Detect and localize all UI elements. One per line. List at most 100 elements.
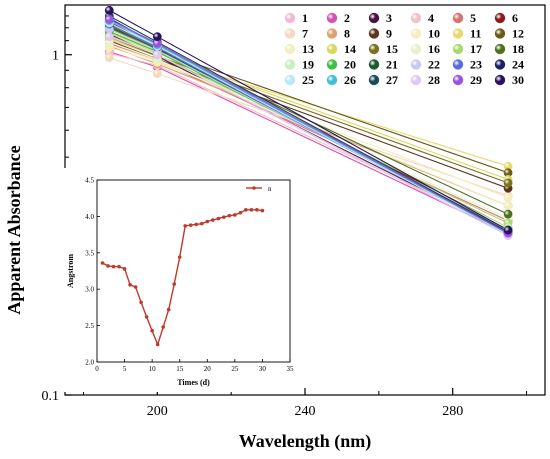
legend-marker-10 bbox=[410, 28, 422, 39]
legend-label-27: 27 bbox=[386, 73, 398, 87]
legend-label-13: 13 bbox=[302, 42, 314, 56]
inset-series-marker bbox=[188, 223, 193, 227]
legend-marker-12 bbox=[494, 28, 506, 39]
inset-series-marker bbox=[233, 213, 237, 217]
series-marker-7 bbox=[152, 69, 162, 79]
inset-series-marker bbox=[205, 219, 210, 224]
legend-marker-9 bbox=[368, 28, 380, 39]
inset-x-tick-label: 20 bbox=[204, 365, 212, 373]
inset-series-marker bbox=[106, 264, 110, 268]
legend-marker-3 bbox=[368, 12, 380, 24]
series-marker-30 bbox=[503, 225, 513, 235]
legend-label-22: 22 bbox=[428, 58, 440, 72]
inset-series-marker bbox=[144, 315, 149, 319]
legend-label-1: 1 bbox=[302, 11, 308, 25]
legend-label-11: 11 bbox=[470, 27, 481, 41]
legend-marker-24 bbox=[494, 59, 506, 70]
inset-y-tick-label: 3.0 bbox=[85, 286, 94, 294]
inset-y-tick-label: 4.0 bbox=[85, 213, 94, 221]
legend-marker-16 bbox=[410, 43, 422, 55]
inset-series-marker bbox=[139, 300, 143, 305]
legend-marker-4 bbox=[410, 12, 422, 24]
inset-frame bbox=[96, 179, 291, 363]
legend-label-24: 24 bbox=[512, 58, 524, 72]
inset-plot: 0 5 10 15 20 25 30 35 2.0 2.5 3.0 3.5 4.0 4.5 Times (d… bbox=[62, 168, 298, 392]
legend-marker-29 bbox=[452, 74, 464, 86]
legend-label-14: 14 bbox=[344, 42, 356, 56]
legend-label-19: 19 bbox=[302, 58, 314, 72]
inset-x-tick-label: 35 bbox=[287, 365, 295, 373]
inset-background bbox=[62, 168, 298, 392]
legend-marker-1 bbox=[284, 12, 296, 24]
inset-legend-label: n bbox=[268, 185, 272, 193]
inset-x-axis-title: Times (d) bbox=[177, 378, 210, 387]
inset-x-tick-label: 15 bbox=[176, 365, 184, 373]
inset-x-tick-label: 30 bbox=[259, 365, 267, 373]
inset-series-marker bbox=[100, 261, 105, 265]
legend-marker-22 bbox=[410, 59, 422, 70]
legend-label-10: 10 bbox=[428, 27, 440, 41]
inset-series-marker bbox=[222, 215, 226, 219]
inset-x-tick-label: 25 bbox=[231, 365, 239, 373]
legend-marker-14 bbox=[326, 43, 338, 55]
series-marker-7 bbox=[104, 53, 114, 63]
series-marker-29 bbox=[104, 15, 114, 24]
x-tick-label: 280 bbox=[442, 404, 463, 419]
legend-label-25: 25 bbox=[302, 73, 314, 87]
inset-y-tick-label: 2.0 bbox=[85, 359, 94, 367]
series-marker-10 bbox=[503, 193, 513, 203]
inset-series-marker bbox=[183, 224, 188, 228]
legend-marker-18 bbox=[494, 43, 506, 55]
x-tick-label: 200 bbox=[147, 404, 168, 419]
legend-marker-19 bbox=[284, 59, 296, 70]
inset-series-marker bbox=[194, 222, 199, 227]
legend-marker-8 bbox=[326, 28, 338, 39]
inset-series-marker bbox=[227, 213, 232, 218]
series-marker-13 bbox=[503, 201, 513, 211]
legend-marker-2 bbox=[326, 12, 338, 24]
inset-series-marker bbox=[260, 208, 265, 213]
inset-series-marker bbox=[172, 282, 176, 286]
x-axis-title: Wavelength (nm) bbox=[239, 431, 372, 452]
legend-label-23: 23 bbox=[470, 58, 482, 72]
legend-marker-30 bbox=[494, 74, 506, 86]
inset-series-marker bbox=[166, 307, 171, 312]
legend-marker-20 bbox=[326, 59, 338, 70]
inset-legend-marker bbox=[252, 186, 256, 190]
legend-marker-11 bbox=[452, 28, 464, 39]
legend-label-17: 17 bbox=[470, 42, 482, 56]
inset-series-marker bbox=[249, 208, 254, 212]
legend-label-7: 7 bbox=[302, 27, 308, 41]
inset-series-marker bbox=[216, 216, 221, 221]
inset-series-marker bbox=[111, 264, 116, 269]
legend-label-16: 16 bbox=[428, 42, 440, 56]
legend-label-8: 8 bbox=[344, 27, 350, 41]
inset-x-tick-label: 0 bbox=[95, 365, 99, 373]
inset-series-marker bbox=[117, 264, 121, 269]
legend-label-18: 18 bbox=[512, 42, 524, 56]
inset-series-marker bbox=[177, 255, 182, 259]
inset-series-marker bbox=[244, 208, 248, 212]
inset-series-marker bbox=[150, 328, 154, 333]
series-marker-18 bbox=[503, 209, 513, 219]
legend-label-4: 4 bbox=[428, 11, 434, 25]
series-marker-30 bbox=[152, 32, 162, 42]
inset-series-marker bbox=[211, 218, 215, 222]
legend-marker-25 bbox=[284, 74, 296, 86]
x-tick-label: 240 bbox=[295, 404, 316, 419]
inset-y-tick-label: 4.5 bbox=[85, 177, 94, 185]
legend-marker-17 bbox=[452, 43, 464, 55]
legend-marker-28 bbox=[410, 74, 422, 86]
y-tick-label: 0.1 bbox=[42, 389, 60, 404]
legend-marker-23 bbox=[452, 59, 464, 70]
inset-y-tick-label: 3.5 bbox=[85, 249, 94, 257]
legend-marker-21 bbox=[368, 59, 380, 70]
inset-x-tick-label: 10 bbox=[149, 365, 157, 373]
legend-label-12: 12 bbox=[512, 27, 524, 41]
legend-label-20: 20 bbox=[344, 58, 356, 72]
series-marker-15 bbox=[503, 178, 513, 188]
inset-series-marker bbox=[133, 285, 138, 289]
series-marker-28 bbox=[104, 32, 114, 42]
inset-series-marker bbox=[122, 267, 127, 271]
